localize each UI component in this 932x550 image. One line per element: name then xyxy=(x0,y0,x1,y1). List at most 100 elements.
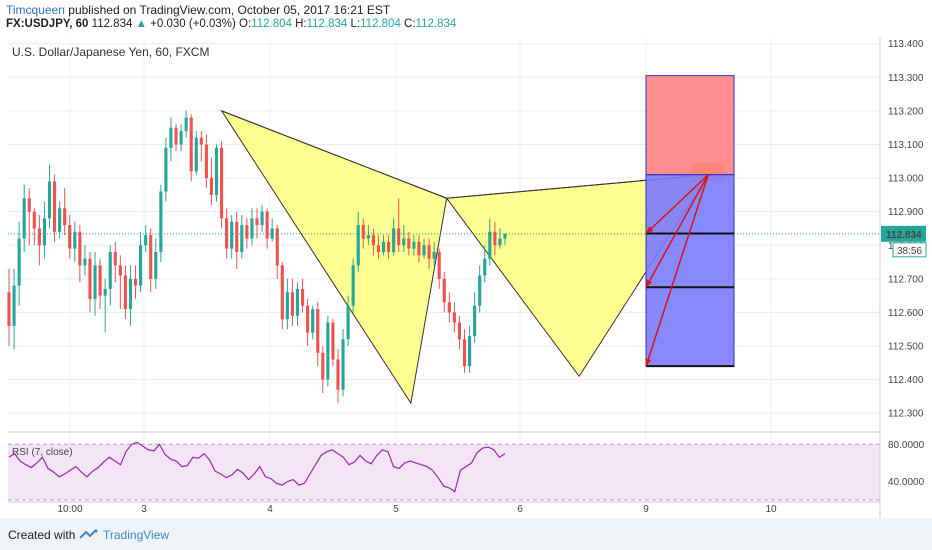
open-value: 112.804 xyxy=(251,18,292,30)
candle-body xyxy=(316,309,320,353)
last-price: 112.834 xyxy=(91,18,133,30)
candle-body xyxy=(356,225,360,266)
candle-body xyxy=(220,147,224,219)
y-tick-label: 113.400 xyxy=(888,39,924,50)
candle-body xyxy=(255,218,259,226)
candle-body xyxy=(392,228,396,252)
rsi-pane xyxy=(8,441,880,501)
chart-canvas[interactable]: 113.400 113.300 113.200 113.100 113.000 112.9… xyxy=(0,0,932,518)
countdown-tag xyxy=(892,242,927,258)
candle-body xyxy=(149,235,153,279)
symbol-label[interactable]: FX:USDJPY, 60 xyxy=(6,18,89,30)
candle-body xyxy=(473,305,477,336)
candle-body xyxy=(204,144,208,179)
y-tick-label: 113.100 xyxy=(888,140,924,151)
x-tick-label: 3 xyxy=(141,504,147,515)
arrow-head-icon xyxy=(646,226,654,234)
high-value: 112.834 xyxy=(306,18,348,30)
candle-body xyxy=(108,251,112,289)
candle-body xyxy=(417,241,421,256)
candle-body xyxy=(245,225,249,239)
candle-body xyxy=(290,292,294,316)
candle-body xyxy=(214,147,219,195)
countdown-text: 38:56 xyxy=(897,246,922,257)
candle-body xyxy=(17,238,21,286)
candle-body xyxy=(306,305,310,333)
candle-body xyxy=(47,181,52,219)
candle-body xyxy=(407,238,411,249)
candle-body xyxy=(235,221,239,252)
candle-body xyxy=(432,251,436,259)
y-tick-label: 113.200 xyxy=(888,106,924,117)
x-tick-label: 5 xyxy=(393,504,399,515)
candle-body xyxy=(300,288,305,306)
tradingview-link[interactable]: TradingView xyxy=(103,528,170,542)
chart-header: Timcqueen published on TradingView.com, … xyxy=(0,0,932,36)
candle-body xyxy=(179,131,183,145)
candle-body xyxy=(285,292,289,320)
candle-body xyxy=(376,245,381,252)
candle-body xyxy=(144,235,148,246)
candle-body xyxy=(493,231,497,246)
candle-body xyxy=(387,241,391,252)
candle-body xyxy=(199,137,203,145)
rsi-band xyxy=(8,444,880,500)
candles-series xyxy=(7,110,880,404)
candle-body xyxy=(447,302,451,313)
high-label: H: xyxy=(295,18,307,30)
author-link[interactable]: Timcqueen xyxy=(6,3,65,17)
candle-body xyxy=(37,228,41,246)
candle-body xyxy=(295,288,300,316)
candle-body xyxy=(478,275,482,306)
close-label: C: xyxy=(404,18,416,30)
candle-body xyxy=(93,265,97,299)
y-tick-label: 112.900 xyxy=(888,207,924,218)
candle-body xyxy=(88,258,92,299)
candle-body xyxy=(159,191,163,252)
pattern-xb-line xyxy=(221,110,447,199)
candle-body xyxy=(311,309,315,333)
candle-body xyxy=(32,211,36,229)
candle-body xyxy=(457,322,462,340)
candle-body xyxy=(184,117,188,132)
candle-body xyxy=(189,117,193,172)
candle-body xyxy=(366,235,370,239)
close-value: 112.834 xyxy=(415,18,457,30)
y-tick-label: 112.400 xyxy=(888,375,924,386)
candle-body xyxy=(22,198,26,239)
price-change: +0.030 (+0.03%) xyxy=(150,18,236,30)
rsi-label: RSI (7, close) xyxy=(12,447,73,458)
candle-body xyxy=(7,292,11,326)
candle-body xyxy=(346,305,350,340)
candle-body xyxy=(139,245,143,286)
candle-body xyxy=(336,359,340,390)
candle-body xyxy=(265,211,269,239)
candle-body xyxy=(12,285,16,326)
candle-body xyxy=(498,238,502,246)
axes: 113.400 113.300 113.200 113.100 113.000 112.9… xyxy=(8,37,927,518)
candle-body xyxy=(230,221,234,249)
candle-body xyxy=(437,251,441,279)
candle-body xyxy=(442,278,446,303)
candle-body xyxy=(412,241,416,249)
candle-body xyxy=(260,211,264,226)
footer-bar: Created with TradingView xyxy=(0,518,932,550)
candle-body xyxy=(402,238,406,246)
candle-body xyxy=(113,251,117,266)
x-tick-label: 10 xyxy=(765,504,777,515)
y-tick-label: 113.300 xyxy=(888,73,924,84)
candle-body xyxy=(326,322,330,380)
x-tick-label: 10:00 xyxy=(57,504,82,515)
candle-body xyxy=(154,251,158,279)
rsi-tick-label: 40.0000 xyxy=(888,477,925,488)
arrow-head-icon xyxy=(646,279,653,288)
candle-body xyxy=(371,235,375,246)
x-tick-label: 9 xyxy=(643,504,649,515)
price-tag xyxy=(881,225,926,242)
chart-title: U.S. Dollar/Japanese Yen, 60, FXCM xyxy=(12,45,209,59)
candle-body xyxy=(133,278,138,286)
candle-body xyxy=(351,265,355,306)
candle-body xyxy=(63,208,67,226)
candle-body xyxy=(341,339,345,390)
candle-body xyxy=(462,339,467,367)
